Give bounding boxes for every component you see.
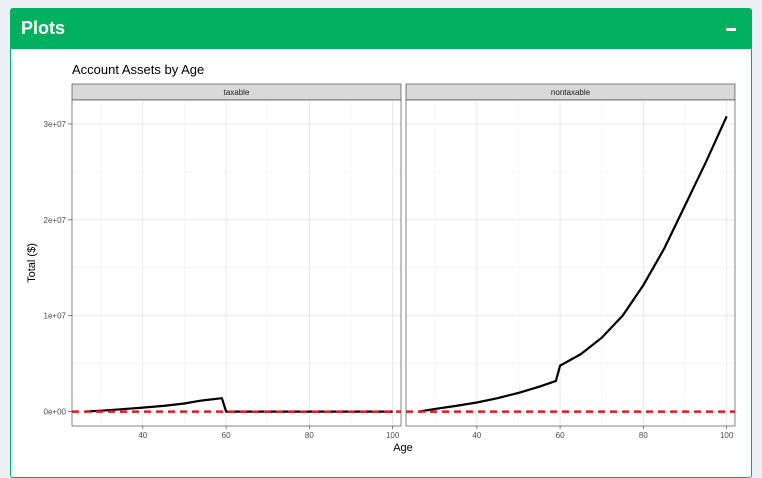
x-axis-label: Age: [393, 442, 413, 454]
chart-title: Account Assets by Age: [72, 62, 204, 77]
facet-strip-label: taxable: [224, 88, 250, 97]
minus-icon: [726, 28, 736, 31]
y-tick-label: 3e+07: [44, 120, 67, 129]
panel-border: [71, 99, 402, 427]
panel-border: [405, 99, 736, 427]
x-tick-label: 40: [472, 431, 481, 440]
x-tick-label: 60: [556, 431, 565, 440]
box-header: Plots: [11, 9, 751, 49]
x-tick-label: 100: [386, 431, 400, 440]
panel-background: [72, 100, 401, 426]
x-tick-label: 100: [720, 431, 734, 440]
x-tick-label: 80: [639, 431, 648, 440]
series-line-nontaxable: [418, 115, 728, 413]
x-tick-label: 80: [305, 431, 314, 440]
x-tick-label: 60: [222, 431, 231, 440]
y-axis-label: Total ($): [26, 243, 38, 283]
y-tick-label: 1e+07: [44, 312, 67, 321]
box-title: Plots: [21, 18, 66, 38]
chart: Account Assets by Age 0e+00 1e+07 2e+07 3e+0…: [26, 62, 736, 454]
y-tick-label: 0e+00: [44, 408, 67, 417]
facet-strip-label: nontaxable: [551, 88, 591, 97]
panel-background: [406, 100, 735, 426]
collapse-button[interactable]: [719, 15, 743, 41]
y-tick-label: 2e+07: [44, 216, 67, 225]
x-tick-label: 40: [138, 431, 147, 440]
